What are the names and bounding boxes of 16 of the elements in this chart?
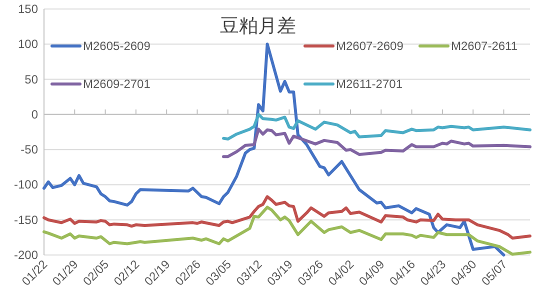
y-tick-label: -150 <box>14 212 38 227</box>
line-series <box>222 112 532 141</box>
legend-label: M2611-2701 <box>336 77 403 91</box>
y-tick-label: -50 <box>20 142 38 157</box>
chart-title: 豆粕月差 <box>220 16 296 37</box>
legend-label: M2607-2609 <box>336 39 404 53</box>
y-tick-label: 150 <box>18 2 38 16</box>
y-tick-label: -200 <box>14 248 38 262</box>
legend-label: M2607-2611 <box>451 39 518 53</box>
y-tick-label: 0 <box>31 107 38 122</box>
line-series <box>222 128 532 158</box>
legend-label: M2609-2701 <box>83 77 151 91</box>
y-tick-label: -100 <box>14 178 38 192</box>
y-tick-label: 100 <box>18 37 38 52</box>
y-tick-label: 50 <box>24 72 38 86</box>
legend-label: M2605-2609 <box>83 39 151 53</box>
